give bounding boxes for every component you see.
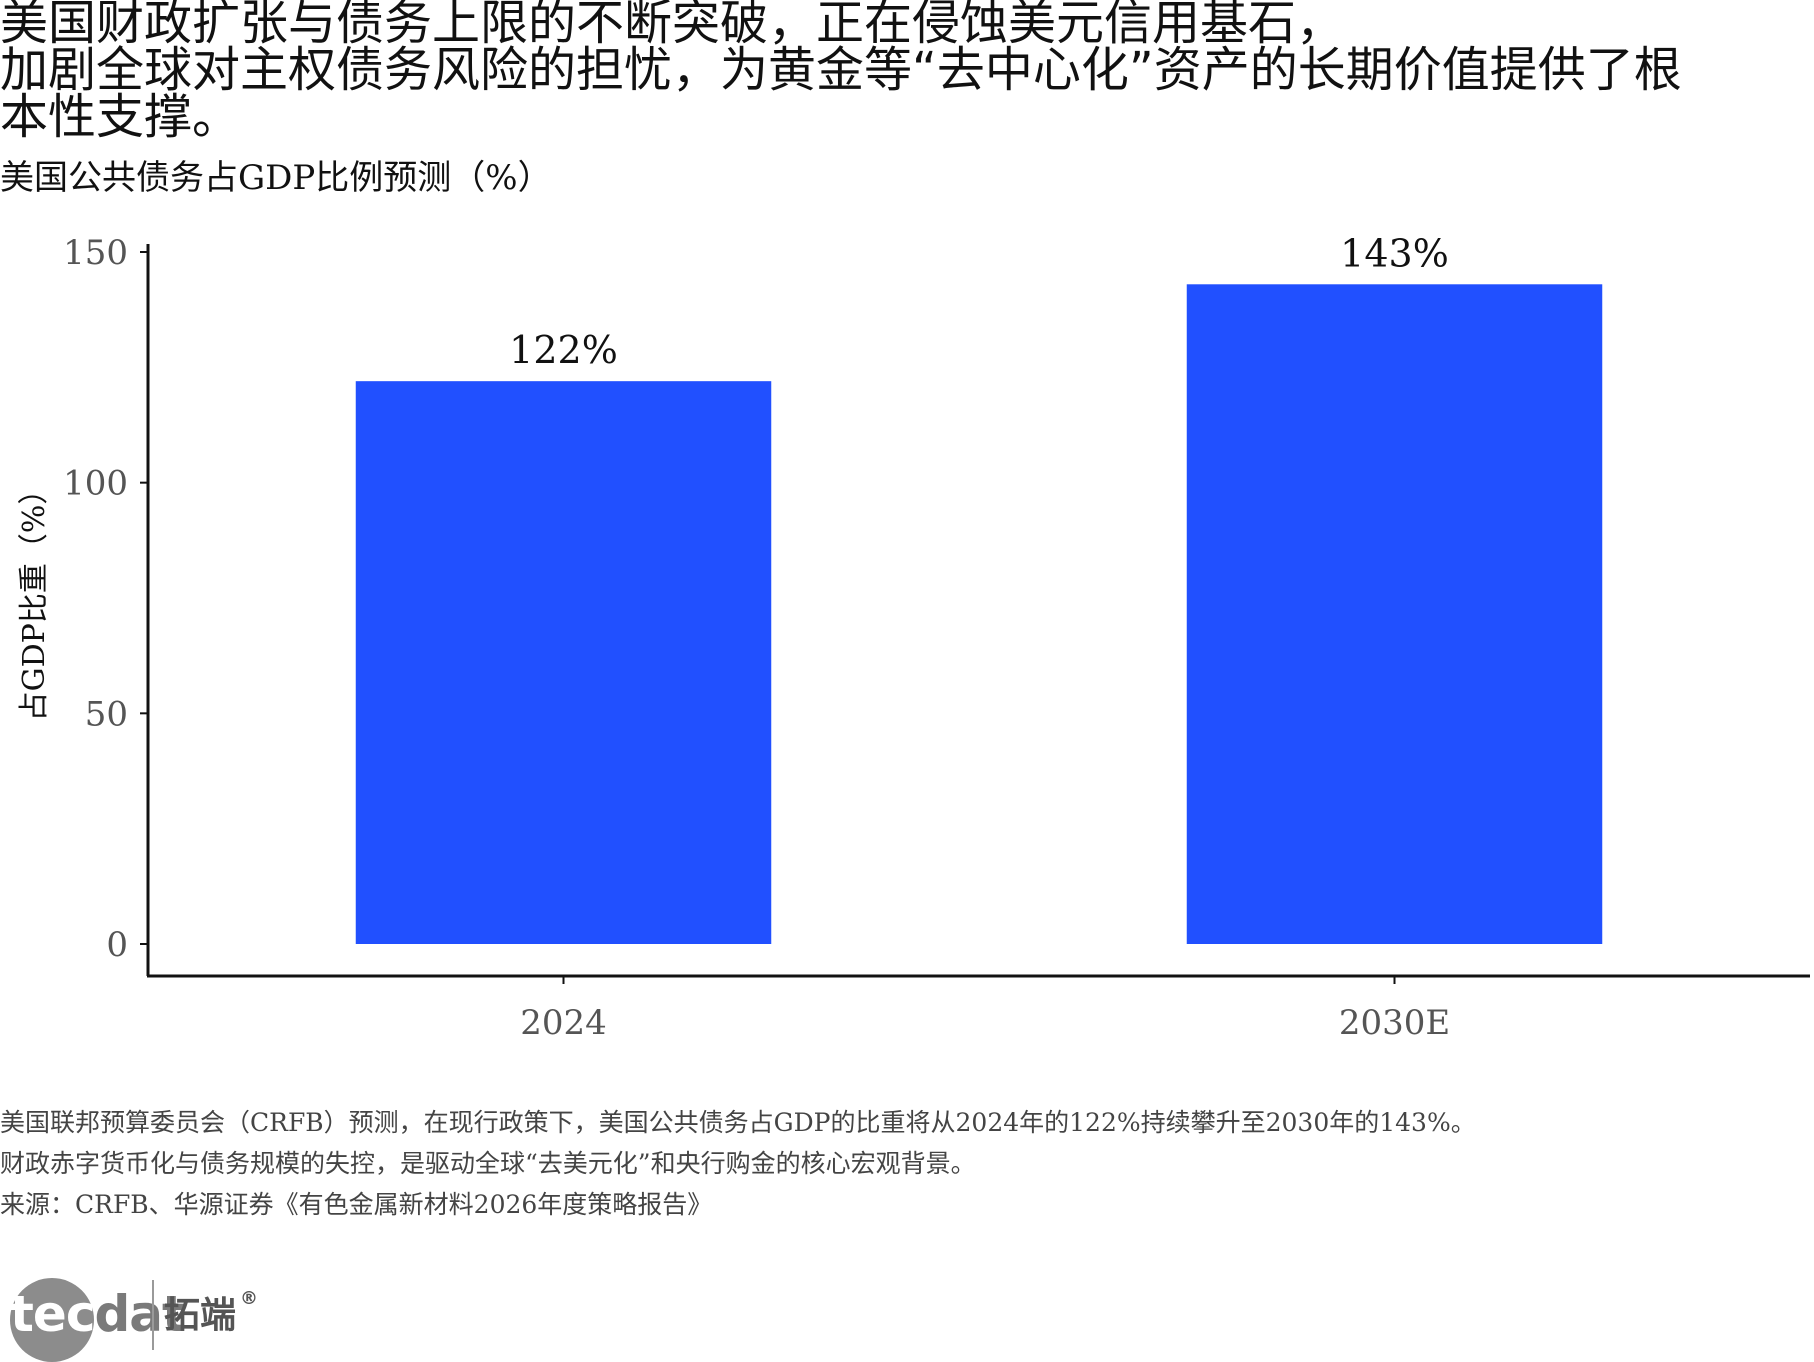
bar-value-label: 143% [1340,231,1449,275]
logo-wordmark: tecdat [10,1285,186,1343]
bar-2030E [1186,284,1603,944]
bar-2024 [355,381,772,944]
source-line: 来源：CRFB、华源证券《有色金属新材料2026年度策略报告》 [0,1190,713,1219]
y-axis-title: 占GDP比重（%） [17,475,52,722]
headline-line-2: 加剧全球对主权债务风险的担忧，为黄金等“去中心化”资产的长期价值提供了根 [0,42,1682,98]
tecdat-logo: tecdat 拓端 ® [4,1270,264,1362]
headline-line-1: 美国财政扩张与债务上限的不断突破，正在侵蚀美元信用基石， [0,0,1345,51]
y-tick-label: 0 [106,925,128,965]
logo-registered-mark: ® [240,1288,258,1309]
note-line-2: 财政赤字货币化与债务规模的失控，是驱动全球“去美元化”和央行购金的核心宏观背景。 [0,1149,976,1178]
headline-line-3: 本性支撑。 [0,89,241,145]
bar-chart: 0 50 100 150 占GDP比重（%） 122% 2024 143% 2030E [17,231,1810,1043]
chart-notes: 美国联邦预算委员会（CRFB）预测，在现行政策下，美国公共债务占GDP的比重将从… [0,1102,1800,1225]
chart-title: 美国公共债务占GDP比例预测（%） [0,158,552,198]
logo-chinese-name: 拓端 [164,1295,237,1336]
x-tick-label: 2030E [1339,1003,1450,1043]
y-tick-label: 100 [63,464,128,504]
logo-circle-mark [10,1278,94,1362]
logo-divider [152,1280,154,1350]
x-tick-label: 2024 [520,1003,607,1043]
headline: 美国财政扩张与债务上限的不断突破，正在侵蚀美元信用基石， 加剧全球对主权债务风险… [0,0,1800,141]
note-line-1: 美国联邦预算委员会（CRFB）预测，在现行政策下，美国公共债务占GDP的比重将从… [0,1108,1476,1137]
y-tick-label: 150 [63,233,128,273]
y-tick-label: 50 [85,694,128,734]
bar-value-label: 122% [509,328,618,372]
